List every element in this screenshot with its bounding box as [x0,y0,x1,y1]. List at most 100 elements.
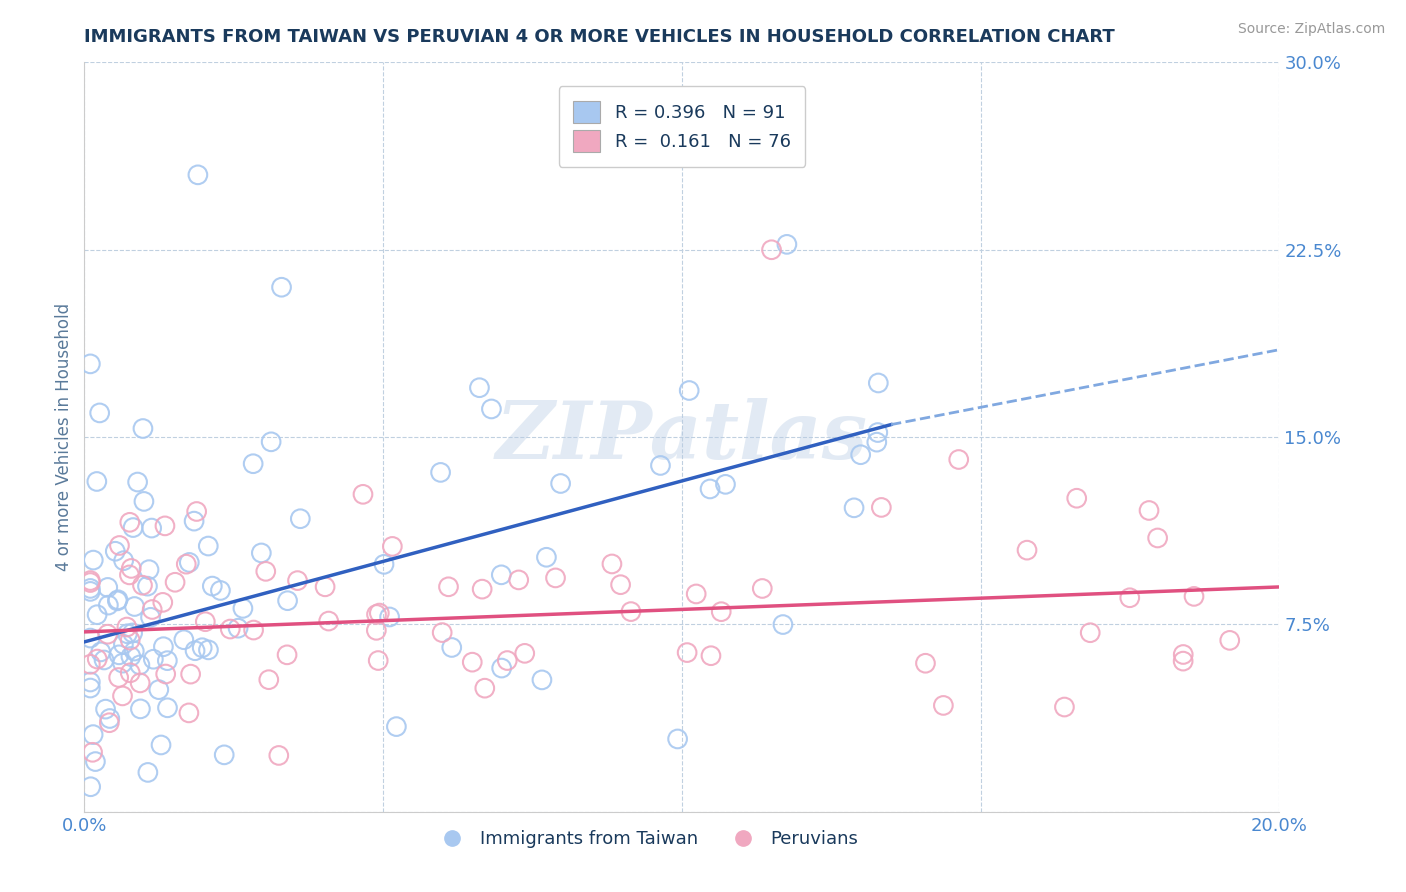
Point [385,720,408,734]
Point [219,622,242,636]
Point [1173,648,1195,662]
Point [710,605,733,619]
Point [544,571,567,585]
Point [120,649,142,664]
Point [242,623,264,637]
Point [156,654,179,668]
Point [141,602,163,616]
Point [139,610,162,624]
Point [381,540,404,554]
Point [120,633,142,648]
Point [290,512,312,526]
Point [127,475,149,489]
Point [79,357,101,371]
Point [1146,531,1168,545]
Point [86,475,108,489]
Point [94,702,117,716]
Point [191,640,214,655]
Point [276,648,298,662]
Point [471,582,494,596]
Point [86,652,108,666]
Point [267,748,290,763]
Point [152,595,174,609]
Point [118,516,141,530]
Point [1171,654,1194,668]
Point [89,406,111,420]
Point [156,700,179,714]
Point [97,627,120,641]
Point [751,582,773,596]
Point [121,626,143,640]
Point [84,755,107,769]
Point [772,617,794,632]
Point [378,610,401,624]
Point [201,579,224,593]
Legend: Immigrants from Taiwan, Peruvians: Immigrants from Taiwan, Peruvians [427,822,865,855]
Point [124,644,146,658]
Point [1137,503,1160,517]
Point [232,601,254,615]
Point [148,682,170,697]
Point [700,648,723,663]
Point [1182,590,1205,604]
Point [177,706,200,720]
Point [194,615,217,629]
Point [287,574,309,588]
Point [650,458,672,473]
Text: Source: ZipAtlas.com: Source: ZipAtlas.com [1237,22,1385,37]
Point [678,384,700,398]
Point [437,580,460,594]
Point [79,584,101,599]
Point [111,656,134,670]
Point [868,376,890,390]
Point [187,168,209,182]
Point [120,561,142,575]
Point [496,654,519,668]
Point [676,646,699,660]
Point [849,448,872,462]
Point [153,519,176,533]
Point [429,466,451,480]
Point [155,667,177,681]
Point [776,237,799,252]
Point [1053,700,1076,714]
Point [111,689,134,703]
Point [1015,543,1038,558]
Point [1078,625,1101,640]
Point [609,577,631,591]
Point [260,434,283,449]
Point [491,661,513,675]
Point [866,435,889,450]
Point [82,745,104,759]
Point [226,621,249,635]
Point [86,607,108,622]
Point [242,457,264,471]
Point [79,780,101,794]
Y-axis label: 4 or more Vehicles in Household: 4 or more Vehicles in Household [55,303,73,571]
Point [842,500,865,515]
Point [314,580,336,594]
Point [79,575,101,590]
Point [620,605,643,619]
Point [138,563,160,577]
Point [136,765,159,780]
Point [117,627,139,641]
Point [179,556,201,570]
Point [468,381,491,395]
Text: ZIPatlas: ZIPatlas [496,399,868,475]
Point [79,657,101,672]
Point [104,544,127,558]
Point [373,558,395,572]
Point [250,546,273,560]
Point [150,738,173,752]
Point [366,624,388,638]
Point [79,631,101,645]
Point [197,539,219,553]
Point [105,594,128,608]
Point [112,637,135,651]
Point [1219,633,1241,648]
Point [550,476,572,491]
Point [108,648,131,662]
Point [270,280,292,294]
Point [932,698,955,713]
